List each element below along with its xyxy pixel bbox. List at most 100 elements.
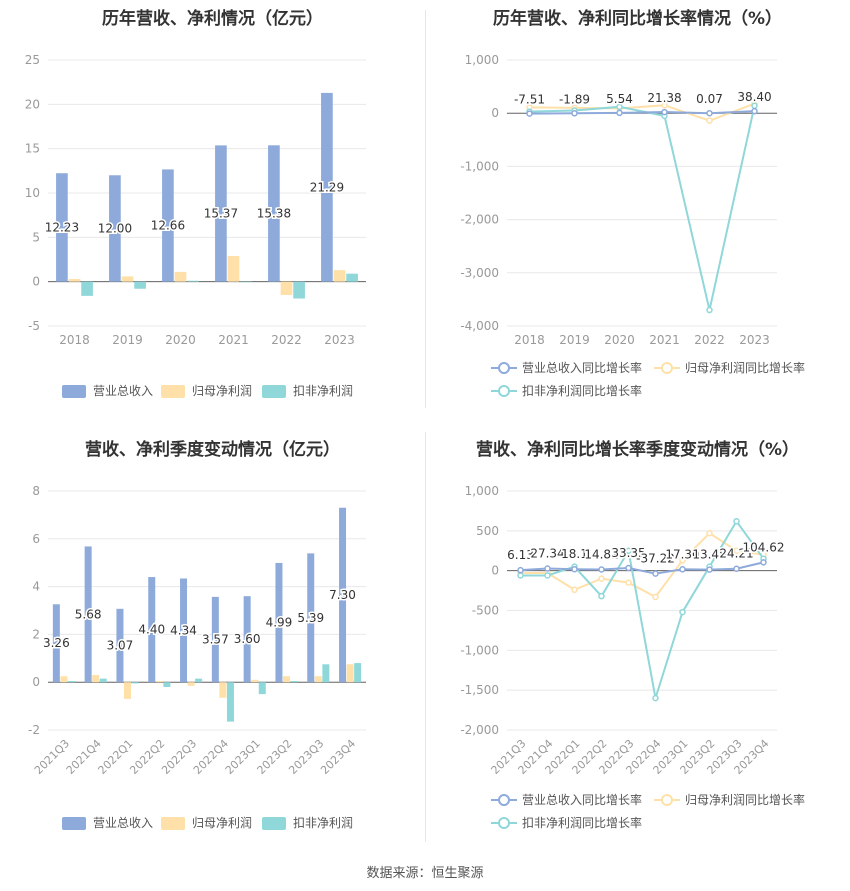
data-point <box>661 101 668 109</box>
data-label: 3.07 <box>107 639 134 653</box>
data-label: -7.51 <box>514 93 545 107</box>
legend-label: 归母净利润 <box>192 816 252 830</box>
annual-growth-chart: -4,000 -3,000 -2,000 -1,000 0 1,000 2018 2019 20… <box>460 53 805 398</box>
bar <box>226 682 234 722</box>
vertical-divider-top <box>425 10 426 408</box>
legend-label: 归母净利润同比增长率 <box>685 792 805 807</box>
bar <box>60 676 68 683</box>
data-source-note: 数据来源：恒生聚源 <box>366 866 484 881</box>
data-label: -1.89 <box>559 92 590 106</box>
data-label: 12.66 <box>151 219 185 233</box>
vertical-divider-bottom <box>425 432 426 842</box>
bar <box>321 92 333 282</box>
chart-title: 历年营收、净利同比增长率情况（%） <box>492 9 783 29</box>
x-tick-label: 2023Q4 <box>318 737 358 777</box>
data-point <box>544 572 551 579</box>
data-label: 15.37 <box>204 207 238 221</box>
bar <box>240 281 252 283</box>
legend-marker <box>661 362 673 374</box>
data-label: 15.38 <box>257 206 291 220</box>
legend-marker <box>498 385 510 397</box>
bar <box>280 281 293 295</box>
data-point <box>733 565 740 572</box>
data-label: 24.21 <box>719 547 753 561</box>
legend-label: 归母净利润同比增长率 <box>685 360 805 375</box>
data-label: 5.54 <box>606 92 633 106</box>
bar <box>148 577 156 683</box>
bar <box>92 675 100 683</box>
legend-label: 扣非净利润同比增长率 <box>522 383 642 398</box>
series-line <box>520 531 764 599</box>
annual-revenue-profit-chart: -5 0 5 10 15 20 25 2018 2019 2020 2021 2022 2023 12.2… <box>25 53 366 398</box>
chart-title: 历年营收、净利情况（亿元） <box>102 9 323 29</box>
data-label: 14.81 <box>584 547 618 561</box>
y-tick-label: -2 <box>28 723 40 737</box>
data-label: 18.1 <box>561 547 588 561</box>
data-label: 3.26 <box>43 636 70 650</box>
bar <box>121 276 134 282</box>
y-tick-label: 15 <box>25 142 40 156</box>
data-label: 27.34 <box>530 546 564 560</box>
data-point <box>706 109 713 117</box>
y-tick-label: -5 <box>28 319 40 333</box>
y-tick-label: 1,000 <box>465 484 499 498</box>
bar <box>99 678 107 683</box>
bar <box>333 270 346 282</box>
data-label: 4.99 <box>266 616 293 630</box>
data-label: 3.57 <box>202 633 229 647</box>
data-point <box>652 570 659 577</box>
data-point <box>751 107 758 115</box>
data-label: 38.40 <box>737 90 771 104</box>
y-tick-label: 8 <box>32 484 40 498</box>
data-point <box>679 566 686 573</box>
legend-label: 归母净利润 <box>192 384 252 398</box>
bar <box>258 682 266 695</box>
bar <box>275 562 283 683</box>
legend-label: 扣非净利润 <box>293 816 353 830</box>
y-tick-label: -1,000 <box>460 643 499 657</box>
data-point <box>679 608 686 616</box>
data-label: 33.35 <box>611 546 645 560</box>
x-tick-label: 2023 <box>324 333 355 347</box>
data-point <box>679 557 686 564</box>
data-point <box>544 565 551 572</box>
legend-label: 营业总收入 <box>93 816 153 830</box>
data-point <box>652 593 659 601</box>
bar <box>268 145 280 282</box>
data-label: 3.60 <box>234 632 261 646</box>
x-tick-label: 2018 <box>59 333 90 347</box>
legend-label: 扣非净利润同比增长率 <box>522 815 642 830</box>
bar <box>346 664 354 683</box>
data-point <box>517 566 524 574</box>
bar <box>124 682 131 699</box>
series-line <box>520 519 765 699</box>
y-tick-label: 6 <box>32 532 40 546</box>
bar <box>131 682 139 684</box>
data-label: 12.23 <box>45 220 79 234</box>
legend-label: 营业总收入同比增长率 <box>522 792 642 807</box>
legend-swatch <box>262 817 286 830</box>
bar <box>339 507 347 683</box>
data-point <box>571 586 578 594</box>
legend-swatch <box>62 817 86 830</box>
chart-title: 营收、净利同比增长率季度变动情况（%） <box>475 440 800 460</box>
legend-marker <box>498 794 510 806</box>
series-line <box>520 561 764 575</box>
y-tick-label: 4 <box>32 580 40 594</box>
x-tick-label: 2022 <box>271 333 302 347</box>
y-tick-label: -500 <box>472 604 499 618</box>
x-tick-label: 2021 <box>649 333 680 347</box>
legend-swatch <box>161 385 185 398</box>
data-label: 21.38 <box>647 91 681 105</box>
data-label: 13.48 <box>692 548 726 562</box>
bar <box>52 604 60 683</box>
legend-label: 营业总收入 <box>93 384 153 398</box>
bar <box>187 280 199 282</box>
data-point <box>625 547 632 554</box>
y-tick-label: 20 <box>25 97 40 111</box>
bar <box>251 679 259 683</box>
x-tick-label: 2020 <box>165 333 196 347</box>
legend-marker <box>498 362 510 374</box>
bar <box>180 578 188 683</box>
data-point <box>517 572 524 579</box>
